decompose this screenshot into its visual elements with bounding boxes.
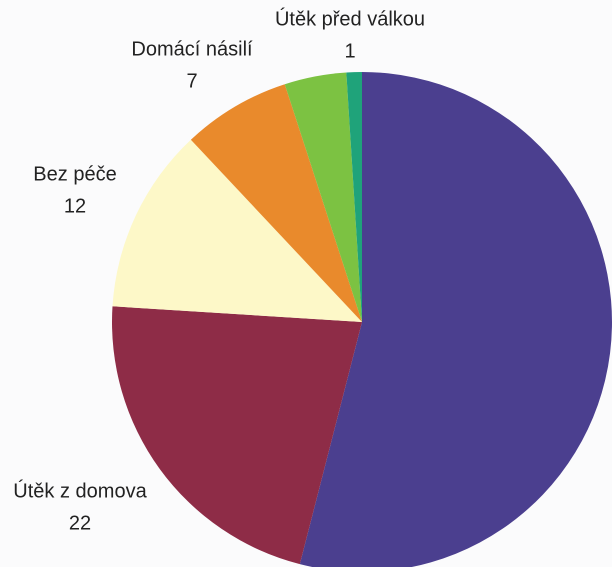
slice-value: 22	[69, 512, 91, 534]
slice-label: Domácí násilí	[131, 38, 253, 60]
slice-label: Útěk před válkou	[275, 7, 425, 30]
pie-slice	[299, 72, 612, 567]
pie-slice	[190, 84, 362, 322]
slice-label: Útěk z domova	[13, 479, 147, 502]
slice-value: 7	[186, 70, 197, 92]
pie-slice	[346, 72, 362, 322]
pie-slice	[111, 306, 363, 565]
slice-value: 12	[64, 195, 86, 217]
slice-label: Bez péče	[33, 163, 116, 185]
pie-slice	[112, 139, 362, 322]
pie-slice	[284, 72, 362, 322]
slice-value: 1	[344, 40, 355, 62]
